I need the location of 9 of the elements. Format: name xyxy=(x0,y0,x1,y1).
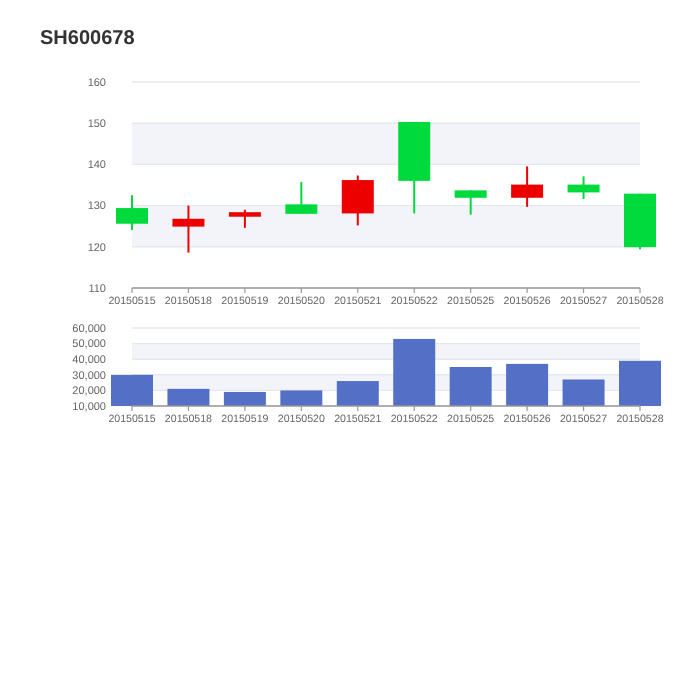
candlestick xyxy=(454,189,487,216)
candlestick xyxy=(116,194,148,231)
chart-title: SH600678 xyxy=(40,28,136,50)
candlestick xyxy=(228,208,261,229)
candlestick xyxy=(567,175,600,201)
candlestick xyxy=(285,181,318,215)
candlestick xyxy=(511,165,544,208)
candlestick xyxy=(172,204,205,254)
candlestick xyxy=(341,174,374,227)
